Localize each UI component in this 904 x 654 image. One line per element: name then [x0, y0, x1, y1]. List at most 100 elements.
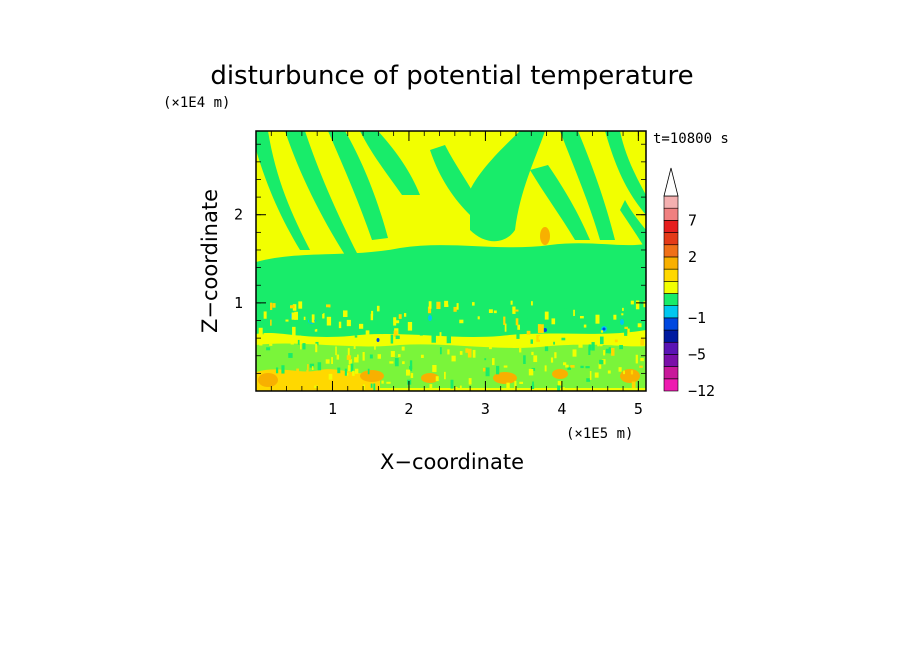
speckle [489, 302, 492, 307]
colorbar-segment [663, 244, 679, 258]
speckle [540, 324, 544, 334]
speckle [519, 347, 522, 353]
speckle [472, 302, 475, 306]
blue-spot [602, 327, 606, 331]
speckle [551, 318, 556, 325]
speckle [553, 341, 555, 345]
speckle [428, 301, 432, 309]
speckle [432, 365, 437, 373]
speckle [485, 367, 490, 377]
speckle [563, 362, 567, 366]
x-tick-label: 4 [557, 400, 566, 418]
speckle [611, 347, 615, 356]
speckle [537, 324, 541, 333]
speckle [429, 384, 433, 390]
speckle [561, 387, 565, 391]
green-streak [530, 165, 590, 240]
speckle [354, 357, 359, 363]
speckle [485, 330, 488, 336]
speckle [355, 368, 359, 374]
x-tick-label: 1 [328, 400, 337, 418]
speckle [599, 336, 604, 345]
green-streak [285, 131, 358, 255]
speckle [453, 306, 457, 312]
green-streak [430, 145, 480, 215]
speckle [373, 383, 376, 391]
speckle [629, 309, 634, 319]
speckle [591, 342, 595, 351]
speckle [519, 324, 524, 330]
orange-spot [552, 369, 568, 379]
speckle [589, 370, 592, 380]
speckle [315, 343, 318, 353]
green-region [470, 131, 545, 242]
speckle [605, 348, 610, 354]
speckle [561, 337, 566, 341]
speckle [640, 357, 644, 362]
speckle [315, 341, 319, 346]
speckle [288, 353, 293, 358]
speckle [448, 302, 453, 310]
speckle [465, 348, 469, 353]
speckle [314, 328, 318, 332]
speckle [601, 359, 606, 365]
speckle [390, 351, 395, 358]
green-streak [620, 200, 646, 250]
speckle [496, 365, 500, 375]
colorbar-segment [663, 256, 679, 270]
speckle [398, 314, 402, 319]
green-streak [256, 131, 310, 250]
speckle [585, 366, 590, 369]
speckle [456, 303, 459, 310]
speckle [292, 304, 297, 311]
x-tick-label: 3 [481, 400, 490, 418]
speckle [322, 313, 325, 319]
speckle [302, 343, 306, 350]
speckle [398, 354, 401, 358]
speckle [370, 383, 373, 388]
green-streak [605, 131, 646, 215]
orange-spot [493, 372, 517, 384]
speckle [639, 365, 643, 368]
speckle [630, 370, 634, 375]
speckle [298, 301, 303, 309]
speckle [594, 372, 599, 378]
speckle [270, 302, 273, 310]
x-multiplier-label: (×1E5 m) [566, 426, 633, 442]
speckle [626, 328, 630, 334]
speckle [344, 368, 347, 376]
speckle-texture [258, 300, 646, 391]
speckle [446, 336, 452, 344]
orange-spot [360, 370, 384, 382]
colorbar-segment [663, 220, 679, 233]
speckle [303, 316, 306, 321]
speckle [370, 313, 374, 321]
speckle [598, 363, 602, 369]
speckle [532, 381, 534, 387]
x-tick-label: 5 [634, 400, 643, 418]
speckle [409, 360, 413, 370]
speckle [381, 380, 384, 384]
speckle [258, 327, 263, 337]
speckle [403, 313, 407, 317]
speckle [328, 373, 333, 380]
speckle [538, 336, 542, 340]
speckle [386, 381, 391, 384]
speckle [294, 311, 299, 320]
colorbar-tick-label: 7 [688, 211, 697, 229]
speckle [390, 334, 394, 344]
speckle [573, 309, 575, 317]
colorbar-tick-label: −12 [688, 382, 715, 400]
colorbar-segment [663, 341, 679, 355]
blue-spot [543, 328, 547, 332]
speckle [617, 302, 623, 307]
speckle [613, 314, 617, 320]
speckle [578, 344, 583, 348]
speckle [394, 357, 399, 367]
speckle [419, 327, 423, 336]
speckle [530, 339, 533, 344]
colorbar-segment [663, 366, 679, 380]
speckle [300, 342, 302, 350]
colorbar-segment [663, 378, 679, 392]
speckle [637, 323, 642, 328]
